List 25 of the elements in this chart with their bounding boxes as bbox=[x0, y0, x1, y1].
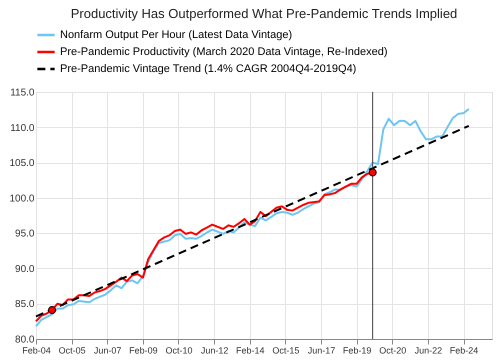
y-tick-label: 80.0 bbox=[15, 334, 35, 346]
x-tick-label: Feb-09 bbox=[129, 346, 158, 356]
x-tick-label: Jun-12 bbox=[200, 346, 228, 356]
legend-label: Pre-Pandemic Vintage Trend (1.4% CAGR 2004Q4-2019Q4) bbox=[60, 63, 356, 75]
x-tick-label: Feb-19 bbox=[342, 346, 372, 356]
x-tick-label: Jun-07 bbox=[94, 346, 122, 356]
x-tick-label: Oct-15 bbox=[272, 346, 300, 356]
legend-label: Pre-Pandemic Productivity (March 2020 Data Vintage, Re-Indexed) bbox=[60, 46, 388, 58]
chart-title: Productivity Has Outperformed What Pre-Pandemic Trends Implied bbox=[70, 6, 458, 21]
y-tick-label: 90.0 bbox=[15, 264, 35, 275]
x-tick-label: Feb-14 bbox=[236, 346, 265, 356]
y-tick-label: 85.0 bbox=[15, 299, 35, 310]
x-tick-label: Oct-20 bbox=[379, 346, 406, 356]
y-tick-label: 115.0 bbox=[10, 88, 35, 98]
x-tick-label: Jun-17 bbox=[308, 346, 336, 356]
x-tick-label: Oct-10 bbox=[165, 346, 192, 356]
y-tick-label: 95.0 bbox=[15, 228, 35, 240]
y-tick-label: 100.0 bbox=[9, 193, 35, 204]
x-tick-label: Jun-22 bbox=[414, 346, 442, 356]
legend-label: Nonfarm Output Per Hour (Latest Data Vintage) bbox=[60, 29, 292, 41]
x-tick-label: Oct-05 bbox=[58, 346, 86, 356]
x-tick-label: Feb-04 bbox=[22, 346, 51, 356]
y-tick-label: 105.0 bbox=[9, 158, 35, 170]
y-tick-label: 110.0 bbox=[10, 122, 35, 134]
x-tick-label: Feb-24 bbox=[450, 346, 478, 356]
